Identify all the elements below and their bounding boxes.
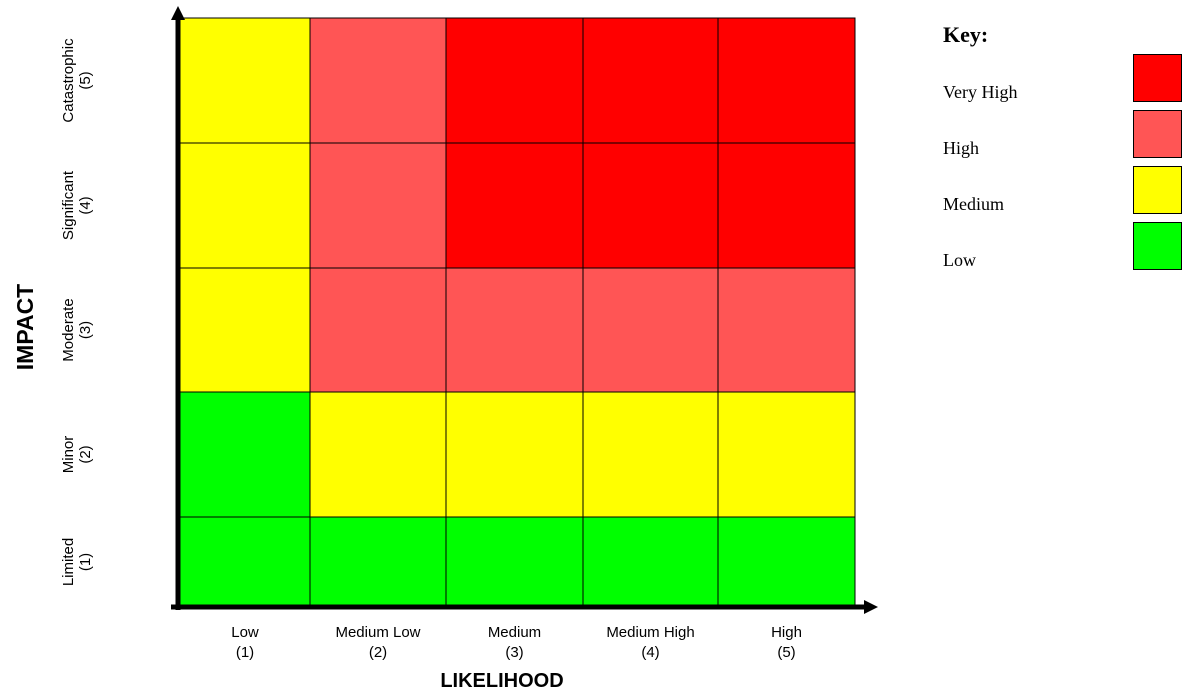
matrix-cell [445, 391, 584, 518]
matrix-cell [309, 17, 447, 144]
matrix-cell [445, 17, 584, 144]
y-axis-labels: Catastrophic(5) Significant(4) Moderate(3)… [60, 38, 94, 586]
x-tick-name: Medium High [606, 624, 694, 641]
legend-swatch [1133, 54, 1182, 102]
legend-swatch [1133, 166, 1182, 214]
y-axis-title: IMPACT [12, 284, 38, 370]
y-tick-code: (1) [77, 553, 94, 571]
legend-title: Key: [943, 22, 989, 47]
y-tick-name: Minor [60, 436, 77, 474]
matrix-cell [445, 142, 584, 269]
matrix-cell [717, 17, 856, 144]
x-tick-name: Low [231, 624, 259, 641]
matrix-cell [717, 391, 856, 518]
x-tick-name: Medium [488, 624, 541, 641]
legend-label: High [943, 138, 979, 158]
x-tick-code: (1) [236, 644, 254, 661]
x-tick-code: (5) [777, 644, 795, 661]
matrix-cell [309, 516, 447, 608]
legend-swatch [1133, 110, 1182, 158]
matrix-cell [582, 267, 719, 393]
y-tick-label: Catastrophic(5) [60, 38, 94, 123]
matrix-cell [179, 142, 311, 269]
matrix-cell [717, 142, 856, 269]
y-tick-name: Moderate [60, 298, 77, 361]
matrix-cell [445, 267, 584, 393]
y-tick-label: Minor(2) [60, 436, 94, 474]
x-axis-title: LIKELIHOOD [440, 670, 563, 691]
matrix-cell [179, 17, 311, 144]
x-tick-code: (3) [505, 644, 523, 661]
matrix-cell [582, 17, 719, 144]
matrix-cell [179, 267, 311, 393]
y-tick-label: Significant(4) [60, 170, 94, 240]
matrix-cell [582, 391, 719, 518]
y-tick-code: (2) [77, 445, 94, 463]
x-axis-arrowhead [864, 600, 878, 614]
legend-label: Low [943, 250, 976, 270]
y-tick-name: Catastrophic [60, 38, 77, 123]
matrix-cell [717, 516, 856, 608]
matrix-cell [309, 391, 447, 518]
legend-label: Medium [943, 194, 1004, 214]
y-tick-code: (4) [77, 196, 94, 214]
matrix-cell [717, 267, 856, 393]
y-axis-arrowhead [171, 6, 185, 20]
matrix-cell [309, 142, 447, 269]
x-tick-name: Medium Low [335, 624, 420, 641]
x-axis-labels: Low (1) Medium Low (2) Medium (3) Medium High (… [231, 624, 802, 661]
matrix-cell [582, 516, 719, 608]
matrix-cell [582, 142, 719, 269]
legend-label: Very High [943, 82, 1018, 102]
y-tick-code: (3) [77, 321, 94, 339]
x-tick-code: (4) [641, 644, 659, 661]
y-tick-code: (5) [77, 71, 94, 89]
matrix-cell [445, 516, 584, 608]
matrix-cells [179, 17, 856, 608]
legend-swatch [1133, 222, 1182, 270]
x-tick-name: High [771, 624, 802, 641]
matrix-cell [309, 267, 447, 393]
y-tick-label: Limited(1) [60, 538, 94, 586]
matrix-cell [179, 516, 311, 608]
y-tick-label: Moderate(3) [60, 298, 94, 361]
y-tick-name: Significant [60, 170, 77, 240]
y-tick-name: Limited [60, 538, 77, 586]
matrix-cell [179, 391, 311, 518]
x-tick-code: (2) [369, 644, 387, 661]
